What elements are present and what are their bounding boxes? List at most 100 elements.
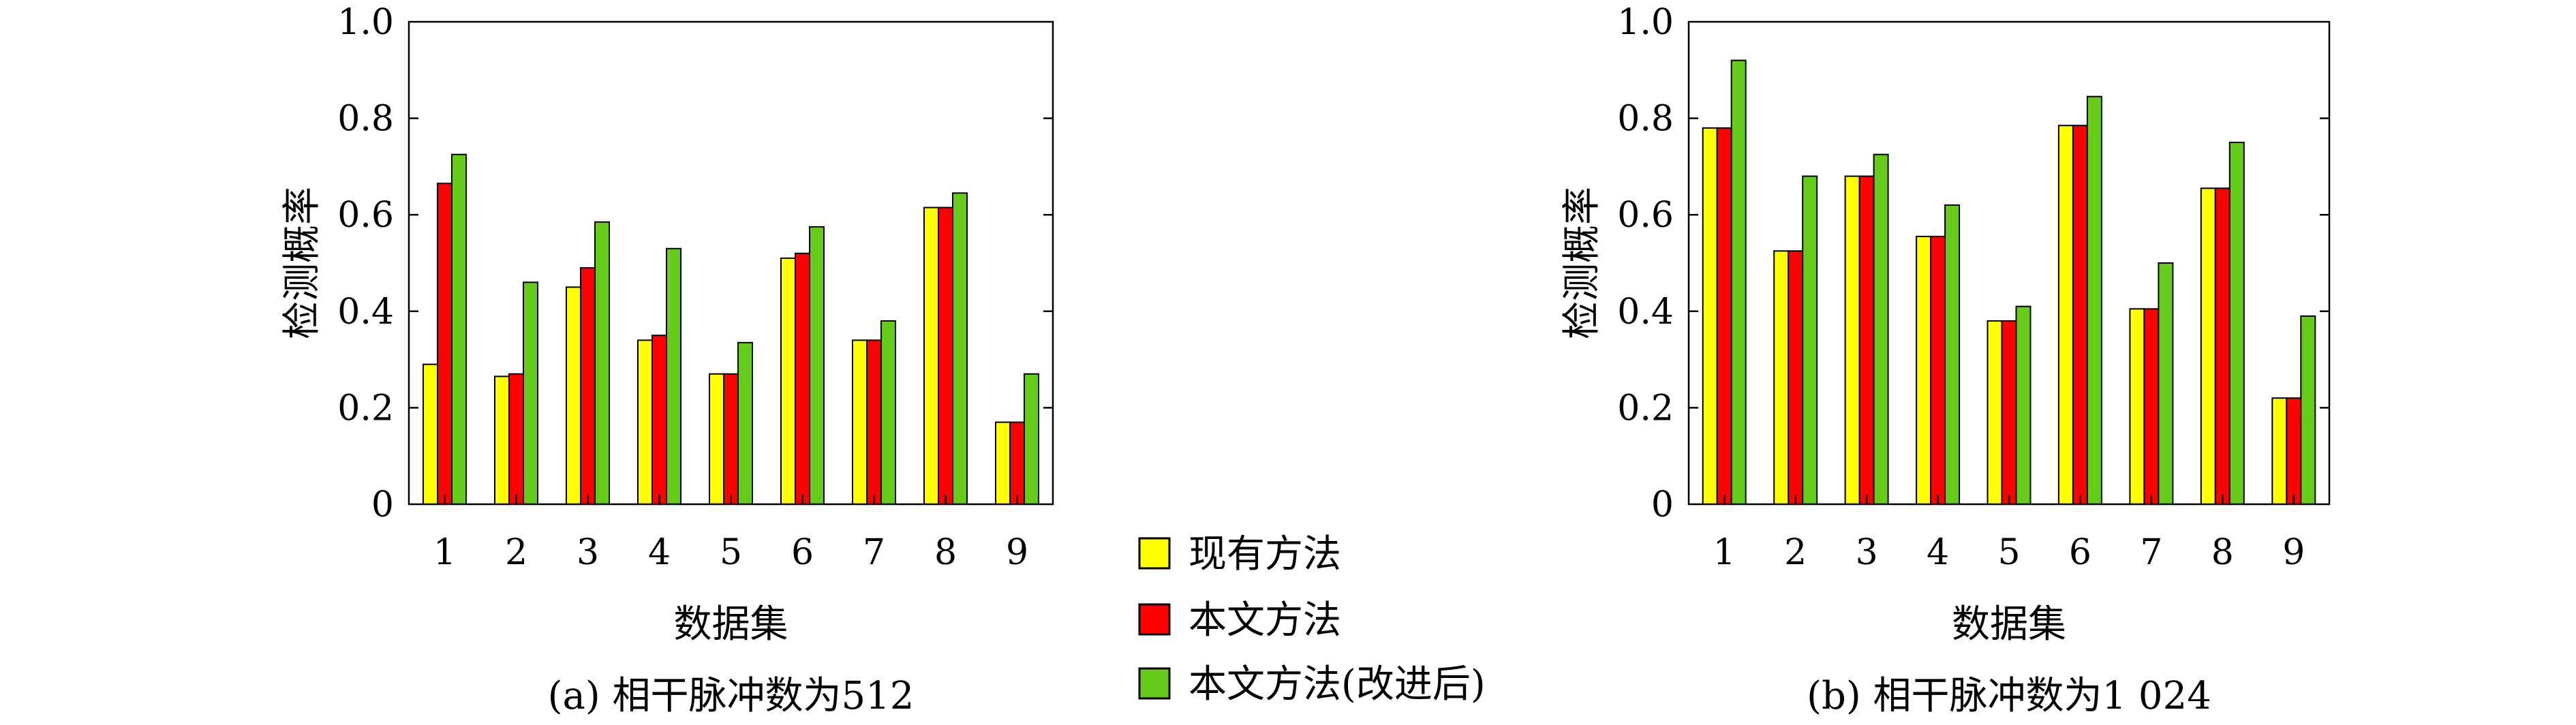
bar-3-3 xyxy=(1873,153,1889,505)
y-axis-label: 检测概率 xyxy=(1560,187,1604,339)
y-tick-label: 0.8 xyxy=(337,99,394,140)
bar-3-4 xyxy=(666,247,681,505)
x-tick-label: 8 xyxy=(934,532,957,573)
bar-3-5 xyxy=(2015,305,2031,505)
legend-label-2: 本文方法 xyxy=(1189,598,1341,643)
bar-1-3 xyxy=(1844,175,1860,505)
x-tick-label: 7 xyxy=(863,532,885,573)
bar-3-1 xyxy=(451,153,467,505)
bar-3-5 xyxy=(737,341,753,505)
bar-3-2 xyxy=(1802,175,1818,505)
y-tick-label: 1.0 xyxy=(337,2,394,43)
bar-3-7 xyxy=(2158,262,2174,505)
x-axis-label: 数据集 xyxy=(1952,602,2066,647)
y-tick-label: 0.6 xyxy=(1617,195,1674,236)
bar-2-9 xyxy=(2286,397,2302,506)
panel-caption: (b) 相干脉冲数为1 024 xyxy=(1807,674,2211,718)
legend-label-1: 现有方法 xyxy=(1189,532,1341,576)
bar-1-4 xyxy=(637,339,653,505)
legend-swatch-3 xyxy=(1138,667,1171,700)
x-tick-label: 8 xyxy=(2211,532,2234,573)
bar-1-7 xyxy=(852,339,868,505)
x-tick-label: 9 xyxy=(2282,532,2305,573)
bar-1-9 xyxy=(2271,397,2288,506)
bar-3-2 xyxy=(523,281,538,505)
bar-2-2 xyxy=(1788,250,1804,505)
legend-swatch-2 xyxy=(1138,603,1171,636)
y-tick-label: 0.2 xyxy=(1617,388,1674,429)
x-tick-label: 3 xyxy=(577,532,599,573)
bar-1-3 xyxy=(566,286,581,505)
x-tick-label: 4 xyxy=(648,532,671,573)
x-tick-label: 1 xyxy=(1713,532,1736,573)
bar-3-6 xyxy=(809,226,825,505)
chart-panel-b: 0 0.2 0.4 0.6 0.8 1.0 1 2 3 4 5 6 7 8 9 数据集 检测概率 (b) 相干脉冲… xyxy=(1560,2,2331,718)
y-tick-label: 0.4 xyxy=(1617,292,1674,333)
legend-swatch-1 xyxy=(1138,537,1171,570)
bar-2-8 xyxy=(2214,187,2230,505)
bar-3-3 xyxy=(594,221,610,505)
bar-2-5 xyxy=(2001,320,2017,505)
bar-3-8 xyxy=(952,192,968,505)
bar-3-7 xyxy=(880,320,896,505)
bar-2-3 xyxy=(580,267,596,505)
bar-3-9 xyxy=(2300,315,2316,505)
bar-1-6 xyxy=(780,257,796,505)
bar-2-9 xyxy=(1009,421,1025,505)
bar-2-4 xyxy=(1930,236,1946,505)
legend-label-3: 本文方法(改进后) xyxy=(1189,662,1486,707)
y-axis-label: 检测概率 xyxy=(280,187,324,339)
y-tick-label: 0.2 xyxy=(337,388,394,429)
bar-3-6 xyxy=(2086,95,2102,505)
x-tick-label: 9 xyxy=(1006,532,1028,573)
bar-2-1 xyxy=(1716,127,1732,506)
bar-3-8 xyxy=(2228,142,2245,505)
bar-2-3 xyxy=(1858,175,1875,505)
bar-2-6 xyxy=(795,252,810,505)
bar-1-8 xyxy=(2200,187,2216,505)
x-axis-label: 数据集 xyxy=(674,602,788,647)
bar-1-1 xyxy=(423,363,438,506)
x-tick-label: 7 xyxy=(2140,532,2162,573)
x-tick-label: 6 xyxy=(2069,532,2091,573)
bar-2-2 xyxy=(508,373,524,505)
panel-caption: (a) 相干脉冲数为512 xyxy=(548,674,915,718)
chart-panel-a: 0 0.2 0.4 0.6 0.8 1.0 1 2 3 4 5 6 7 8 9 数据集 检测概率 (a) 相干脉冲… xyxy=(280,2,1054,718)
x-tick-label: 5 xyxy=(720,532,742,573)
y-tick-label: 0.6 xyxy=(337,195,394,236)
bar-1-5 xyxy=(709,373,724,505)
bar-1-4 xyxy=(1916,236,1932,505)
bar-2-5 xyxy=(723,373,739,505)
bar-1-7 xyxy=(2129,308,2145,505)
bar-3-1 xyxy=(1730,59,1747,506)
y-tick-label: 1.0 xyxy=(1617,2,1674,43)
y-tick-label: 0 xyxy=(371,484,394,525)
x-tick-label: 6 xyxy=(791,532,814,573)
bar-3-4 xyxy=(1944,204,1961,505)
x-tick-label: 2 xyxy=(505,532,527,573)
x-tick-label: 5 xyxy=(1997,532,2020,573)
x-tick-label: 4 xyxy=(1927,532,1949,573)
bar-1-9 xyxy=(995,421,1011,505)
bar-2-4 xyxy=(651,335,667,506)
y-tick-label: 0.8 xyxy=(1617,99,1674,140)
x-tick-label: 1 xyxy=(433,532,456,573)
bar-1-5 xyxy=(1987,320,2003,505)
bar-1-2 xyxy=(1773,250,1790,505)
bar-2-7 xyxy=(866,339,882,505)
bar-2-7 xyxy=(2143,308,2160,505)
y-tick-label: 0 xyxy=(1651,484,1674,525)
bar-1-8 xyxy=(923,206,939,505)
bar-2-1 xyxy=(437,183,453,505)
y-tick-label: 0.4 xyxy=(337,292,394,333)
bar-2-6 xyxy=(2072,125,2088,505)
x-tick-label: 2 xyxy=(1784,532,1807,573)
bar-2-8 xyxy=(938,206,953,505)
bar-1-2 xyxy=(494,375,510,506)
bar-3-9 xyxy=(1024,373,1039,505)
bar-1-1 xyxy=(1702,127,1718,506)
x-tick-label: 3 xyxy=(1856,532,1878,573)
bar-1-6 xyxy=(2057,125,2074,505)
